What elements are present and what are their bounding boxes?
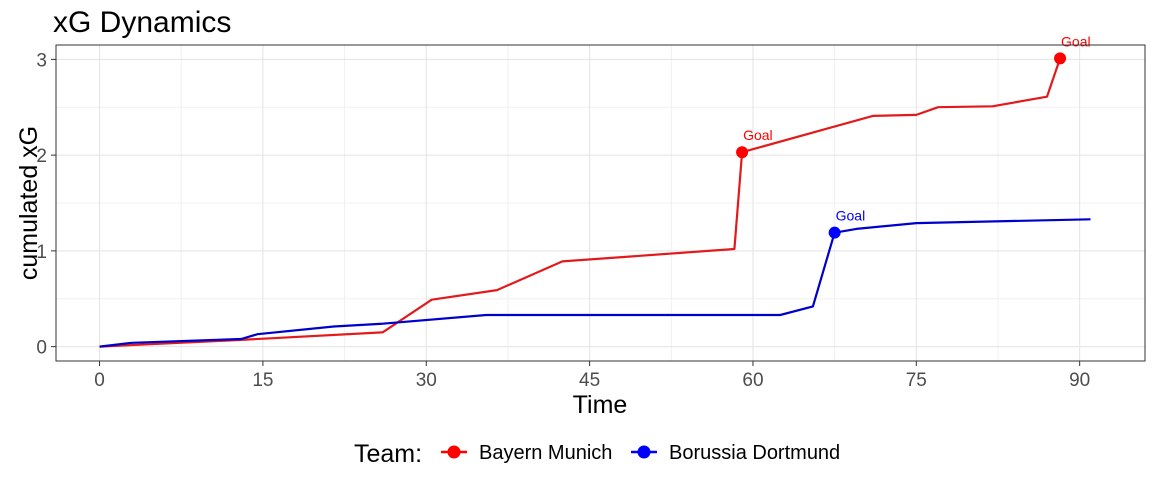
panel-border [55,44,1146,362]
x-tick-label: 15 [252,370,273,391]
goal-point [1054,52,1067,65]
legend-item-bayern: Bayern Munich [441,442,612,464]
chart-title: xG Dynamics [53,6,231,39]
series-line-1 [99,218,1091,348]
x-tick-label: 45 [579,370,600,391]
goal-point [828,226,841,239]
legend-key-dot-bayern [447,445,461,459]
series-layer: Goal Goal Goal [99,33,1091,348]
goal-label: Goal [836,208,866,224]
legend-label-dortmund: Borussia Dortmund [669,442,840,464]
legend-item-dortmund: Borussia Dortmund [631,442,840,464]
legend-key-dot-dortmund [637,445,651,459]
x-tick-label: 75 [906,370,927,391]
legend: Team: Bayern Munich Borussia Dortmund [354,440,840,468]
x-tick-label: 0 [94,370,105,391]
goal-label: Goal [1061,33,1091,49]
goal-label: Goal [743,127,773,143]
axis-ticks: 0 15 30 45 60 75 90 0 1 2 3 [36,50,1090,391]
y-tick-label: 3 [36,50,47,71]
x-tick-label: 90 [1069,370,1090,391]
x-tick-label: 60 [742,370,763,391]
y-axis-title: cumulated xG [15,126,43,280]
y-tick-label: 0 [36,338,47,359]
y-tick-label: 2 [36,146,47,167]
goal-point [736,146,749,159]
series-line-0 [99,58,1062,348]
legend-title: Team: [354,440,422,468]
grid [56,45,1145,361]
y-tick-label: 1 [36,242,47,263]
legend-label-bayern: Bayern Munich [479,442,612,464]
x-axis-title: Time [573,391,628,419]
x-tick-label: 30 [416,370,437,391]
